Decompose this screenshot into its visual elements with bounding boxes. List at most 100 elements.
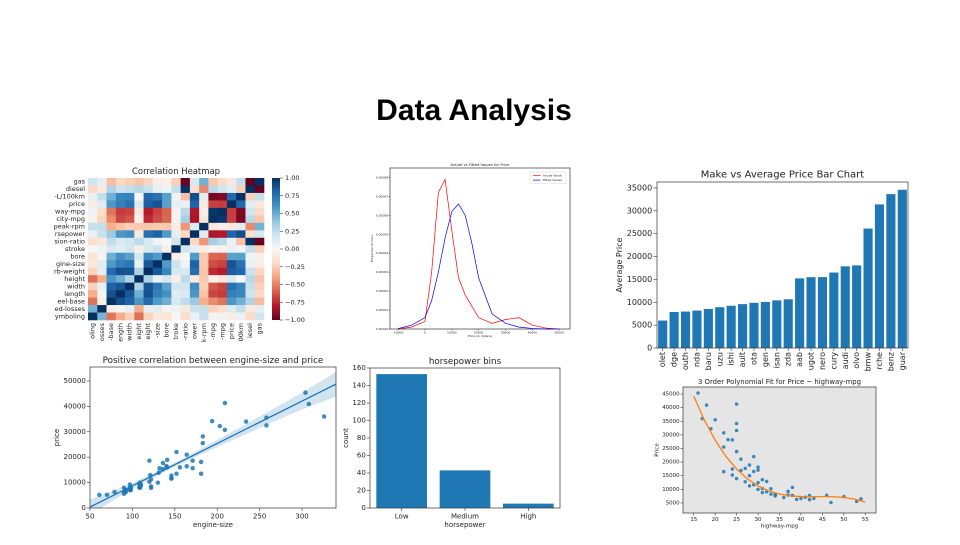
x-tick-label: baru <box>704 352 713 370</box>
x-tick-label: 300 <box>295 512 308 520</box>
heatmap-cell <box>125 245 135 254</box>
bar <box>715 307 725 348</box>
heatmap-cell <box>254 252 265 261</box>
point <box>157 466 162 471</box>
row-label: city-mpg <box>56 215 85 223</box>
heatmap-cell <box>134 267 144 276</box>
heatmap-cell <box>189 282 200 291</box>
point <box>169 476 174 481</box>
heatmap-cell <box>245 192 256 201</box>
heatmap-cell <box>97 192 107 201</box>
x-tick-label: uzu <box>715 352 724 366</box>
heatmap-cell <box>236 237 246 246</box>
point <box>217 423 223 429</box>
heatmap-cell <box>189 267 200 276</box>
heatmap-cell <box>115 192 126 201</box>
heatmap-cell <box>254 192 265 201</box>
point <box>174 471 179 476</box>
colorbar-tick-label: −0.50 <box>285 281 305 289</box>
column-label: ower <box>191 323 199 339</box>
point <box>760 478 765 482</box>
heatmap-cell <box>143 290 154 298</box>
fit-line <box>90 383 336 508</box>
heatmap-cell <box>125 282 135 291</box>
point <box>721 431 726 435</box>
heatmap-cell <box>208 237 218 246</box>
heatmap-cell <box>162 245 172 254</box>
heatmap-cell <box>226 312 237 321</box>
row-label: length <box>64 290 85 298</box>
heatmap-cell <box>226 192 237 201</box>
heatmap-cell <box>162 207 172 216</box>
heatmap-cell <box>226 275 237 283</box>
heatmap-cell <box>152 185 163 194</box>
heatmap-cell <box>217 252 228 261</box>
heatmap-cell <box>180 312 191 321</box>
heatmap-cell <box>115 178 126 186</box>
heatmap-cell <box>217 290 228 298</box>
heatmap-cell <box>217 282 228 291</box>
x-tick-label: -10000 <box>393 331 404 335</box>
point <box>769 487 773 491</box>
point <box>184 464 189 469</box>
heatmap-cell <box>106 237 117 246</box>
heatmap-cell <box>180 297 191 306</box>
heatmap-cell <box>171 305 181 313</box>
heatmap-cell <box>199 230 209 239</box>
heatmap-cell <box>236 207 246 216</box>
bar <box>692 310 702 348</box>
heatmap-cell <box>245 260 256 268</box>
heatmap-cell <box>245 207 256 216</box>
column-label: troke <box>172 323 180 340</box>
point <box>104 492 110 498</box>
point <box>756 465 760 469</box>
point <box>184 452 189 457</box>
point <box>164 457 170 463</box>
heatmap-cell <box>143 200 154 209</box>
point <box>730 473 735 477</box>
point <box>155 480 161 485</box>
heatmap-cell <box>115 267 126 276</box>
row-label: gine-size <box>56 260 85 268</box>
heatmap-cell <box>134 215 144 224</box>
heatmap-cell <box>208 200 218 209</box>
bar <box>772 300 782 348</box>
heatmap-cell <box>199 252 209 261</box>
point <box>829 500 833 505</box>
heatmap-cell <box>171 252 181 261</box>
heatmap-cell <box>217 192 228 201</box>
x-tick-label: benz <box>886 352 895 371</box>
column-label: k-rpm <box>200 323 208 342</box>
heatmap-cell <box>226 237 237 246</box>
heatmap-cell <box>217 222 228 231</box>
heatmap-cell <box>189 222 200 231</box>
y-tick-label: 0.00008 <box>376 175 388 179</box>
heatmap-cell <box>143 222 154 231</box>
heatmap-cell <box>226 267 237 276</box>
heatmap-cell <box>125 207 135 216</box>
heatmap-cell <box>226 178 237 186</box>
heatmap-cell <box>106 245 117 254</box>
heatmap-cell <box>171 237 181 246</box>
heatmap-cell <box>106 252 117 261</box>
heatmap-cell <box>226 222 237 231</box>
heatmap-cell <box>143 267 154 276</box>
heatmap-cell <box>115 260 126 268</box>
point <box>321 414 327 419</box>
heatmap-cell <box>180 230 191 239</box>
heatmap-cell <box>189 237 200 246</box>
heatmap-cell <box>125 290 135 298</box>
heatmap-cell <box>152 275 163 283</box>
y-tick-label: 20000 <box>627 252 652 261</box>
heatmap-cell <box>189 297 200 306</box>
column-label: bore <box>163 323 171 338</box>
heatmap-cell <box>97 260 107 268</box>
heatmap-cell <box>236 245 246 254</box>
heatmap-cell <box>254 275 265 283</box>
x-tick-label: bmw <box>864 352 873 372</box>
heatmap-cell <box>208 230 218 239</box>
heatmap-cell <box>217 275 228 283</box>
x-tick-label: 150 <box>168 512 181 520</box>
